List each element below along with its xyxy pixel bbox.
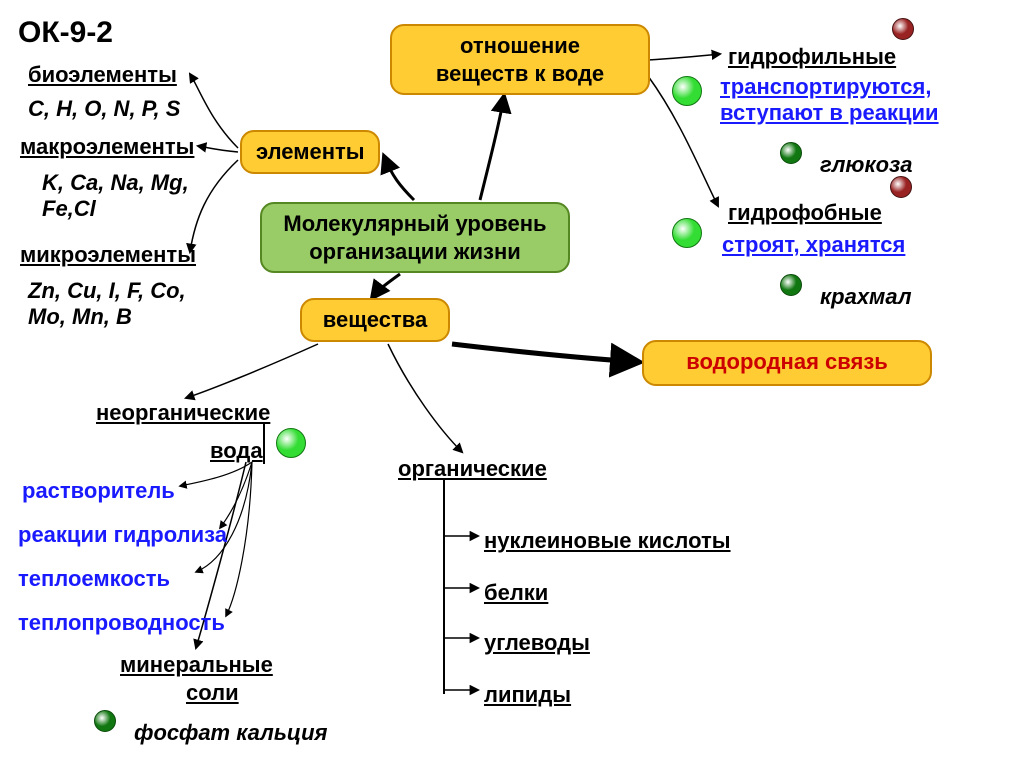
box-relation: отношение веществ к воде — [390, 24, 650, 95]
italic-glucose: глюкоза — [820, 152, 913, 178]
dot-0 — [892, 18, 914, 40]
edge-15 — [226, 462, 252, 616]
dot-1 — [672, 76, 702, 106]
blue-store: строят, хранятся — [722, 232, 905, 258]
dot-3 — [890, 176, 912, 198]
italic-macro: K, Ca, Na, Mg, Fe,Cl — [42, 170, 189, 222]
label-carbs: углеводы — [484, 630, 590, 656]
italic-chnops: C, H, O, N, P, S — [28, 96, 180, 122]
dot-2 — [780, 142, 802, 164]
label-bioel: биоэлементы — [28, 62, 177, 88]
box-center: Молекулярный уровень организации жизни — [260, 202, 570, 273]
dot-5 — [780, 274, 802, 296]
edge-4 — [480, 96, 504, 200]
label-inorg: неорганические — [96, 400, 270, 426]
label-proteins: белки — [484, 580, 548, 606]
blue-hydrolysis: реакции гидролиза — [18, 522, 227, 548]
label-minsalt1: минеральные — [120, 652, 273, 678]
label-macroel: макроэлементы — [20, 134, 194, 160]
page-title: ОК-9-2 — [18, 16, 113, 50]
label-organic: органические — [398, 456, 547, 482]
italic-phos: фосфат кальция — [134, 720, 328, 746]
diagram-canvas: ОК-9-2 элементыотношение веществ к воде М… — [0, 0, 1029, 767]
label-nucleic: нуклеиновые кислоты — [484, 528, 731, 554]
blue-heatcap: теплоемкость — [18, 566, 170, 592]
box-substances: вещества — [300, 298, 450, 342]
edge-6 — [648, 54, 720, 60]
edge-0 — [190, 74, 238, 148]
edge-10 — [388, 344, 462, 452]
edge-2 — [190, 160, 238, 252]
blue-transport: транспортируются, вступают в реакции — [720, 74, 939, 126]
label-hydrophil: гидрофильные — [728, 44, 896, 70]
blue-solvent: растворитель — [22, 478, 175, 504]
dot-4 — [672, 218, 702, 248]
italic-micro: Zn, Cu, I, F, Co, Mo, Mn, B — [28, 278, 186, 330]
edge-3 — [384, 156, 414, 200]
label-hydrophob: гидрофобные — [728, 200, 882, 226]
edge-1 — [198, 146, 238, 152]
edge-9 — [186, 344, 318, 398]
label-water: вода — [210, 438, 263, 464]
box-elements: элементы — [240, 130, 380, 174]
dot-7 — [94, 710, 116, 732]
edge-8 — [452, 344, 638, 362]
label-lipids: липиды — [484, 682, 571, 708]
edge-13 — [220, 462, 252, 528]
italic-starch: крахмал — [820, 284, 912, 310]
edge-12 — [180, 462, 252, 486]
label-microel: микроэлементы — [20, 242, 196, 268]
box-hbond: водородная связь — [642, 340, 932, 386]
edge-5 — [372, 274, 400, 298]
dot-6 — [276, 428, 306, 458]
label-minsalt2: соли — [186, 680, 239, 706]
blue-heatcond: теплопроводность — [18, 610, 225, 636]
edge-14 — [196, 462, 252, 572]
